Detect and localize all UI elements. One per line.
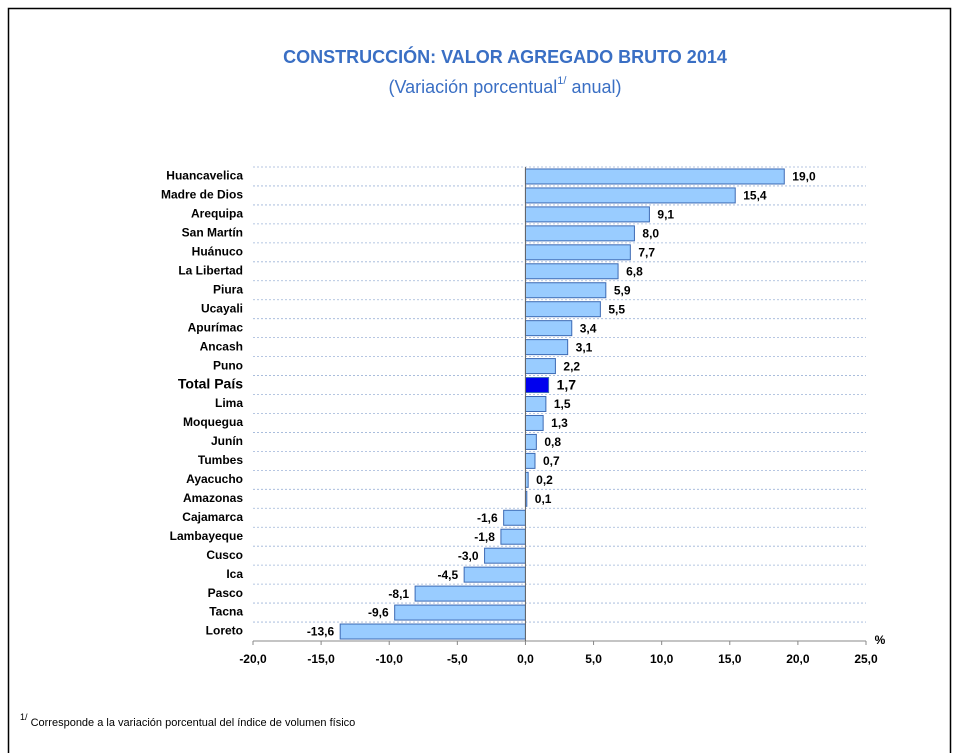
footnote-text: Corresponde a la variación porcentual de… (28, 717, 356, 729)
subtitle-text: anual) (566, 77, 621, 97)
value-label: -8,1 (388, 587, 409, 601)
subtitle-text: (Variación porcentual (389, 77, 558, 97)
y-tick-label: Cajamarca (182, 510, 243, 524)
value-label: -1,6 (477, 511, 498, 525)
y-tick-label: Arequipa (191, 207, 243, 221)
value-label: 0,1 (535, 492, 552, 506)
x-tick-label: 20,0 (786, 652, 810, 666)
bar (503, 509, 526, 526)
x-tick-label: -15,0 (307, 652, 335, 666)
y-tick-label: Loreto (206, 624, 243, 638)
value-label: 8,0 (642, 227, 659, 241)
value-label: 5,5 (608, 302, 625, 316)
value-label: 3,4 (580, 321, 597, 335)
footnote-superscript: 1/ (20, 712, 28, 722)
value-label: 15,4 (743, 189, 767, 203)
footnote: 1/ Corresponde a la variación porcentual… (20, 712, 355, 729)
y-tick-label: Tacna (209, 605, 243, 619)
x-tick-label: -10,0 (376, 652, 404, 666)
y-tick-label: Total País (178, 376, 243, 392)
x-tick-label: -5,0 (447, 652, 468, 666)
value-label: 0,8 (544, 435, 561, 449)
bar (524, 414, 544, 431)
value-label: 1,7 (557, 377, 577, 393)
bar (463, 566, 526, 583)
value-label: 0,2 (536, 473, 553, 487)
y-tick-label: Puno (213, 358, 243, 372)
bar (500, 528, 526, 545)
y-tick-label: Lambayeque (170, 529, 244, 543)
y-tick-label: Ucayali (201, 301, 243, 315)
y-tick-label: Amazonas (183, 491, 243, 505)
value-label: -13,6 (307, 625, 335, 639)
bar (524, 377, 550, 394)
value-label: 0,7 (543, 454, 560, 468)
y-tick-label: San Martín (182, 226, 243, 240)
bar (394, 604, 526, 621)
bar (524, 339, 569, 356)
x-tick-label: -20,0 (239, 652, 267, 666)
bar (484, 547, 526, 564)
value-label: -9,6 (368, 606, 389, 620)
x-tick-label: 25,0 (854, 652, 878, 666)
y-tick-label: Moquegua (183, 415, 243, 429)
bar (524, 206, 650, 223)
bar (524, 358, 556, 375)
y-tick-label: Huánuco (192, 244, 243, 258)
bar (524, 244, 631, 261)
y-tick-label: Lima (215, 396, 243, 410)
x-tick-label: 15,0 (718, 652, 742, 666)
y-tick-label: Piura (213, 282, 243, 296)
y-tick-label: Tumbes (198, 453, 243, 467)
y-tick-label: Junín (211, 434, 243, 448)
bar (524, 452, 536, 469)
y-tick-label: La Libertad (178, 263, 243, 277)
value-label: 6,8 (626, 264, 643, 278)
bar (524, 168, 785, 185)
bar (524, 320, 573, 337)
x-tick-label: 0,0 (517, 652, 534, 666)
chart-subtitle: (Variación porcentual1/ anual) (389, 75, 622, 97)
y-tick-label: Cusco (206, 548, 243, 562)
value-label: 1,3 (551, 416, 568, 430)
chart-title: CONSTRUCCIÓN: VALOR AGREGADO BRUTO 2014 (283, 46, 727, 67)
bar (524, 225, 635, 242)
bar (524, 301, 601, 318)
x-axis-label: % (875, 633, 886, 647)
frame (7, 7, 952, 753)
y-tick-label: Huancavelica (166, 169, 243, 183)
value-label: 2,2 (563, 359, 580, 373)
bar (339, 623, 526, 640)
value-label: -4,5 (437, 568, 458, 582)
subtitle-superscript: 1/ (557, 75, 567, 87)
value-label: 1,5 (554, 397, 571, 411)
y-tick-label: Madre de Dios (161, 188, 243, 202)
y-tick-label: Ayacucho (186, 472, 243, 486)
value-label: -1,8 (474, 530, 495, 544)
value-label: -3,0 (458, 549, 479, 563)
value-label: 9,1 (657, 208, 674, 222)
y-tick-label: Ancash (200, 339, 243, 353)
bar (524, 263, 619, 280)
x-tick-label: 10,0 (650, 652, 674, 666)
value-label: 7,7 (638, 245, 655, 259)
value-label: 5,9 (614, 283, 631, 297)
bar (524, 396, 547, 412)
x-tick-label: 5,0 (585, 652, 602, 666)
bar (524, 187, 736, 204)
y-tick-label: Apurímac (188, 320, 244, 334)
y-tick-label: Ica (226, 567, 243, 581)
bar (524, 433, 537, 450)
bar (414, 585, 526, 602)
value-label: 19,0 (792, 170, 816, 184)
value-label: 3,1 (576, 340, 593, 354)
bar (524, 282, 607, 299)
y-tick-label: Pasco (208, 586, 243, 600)
